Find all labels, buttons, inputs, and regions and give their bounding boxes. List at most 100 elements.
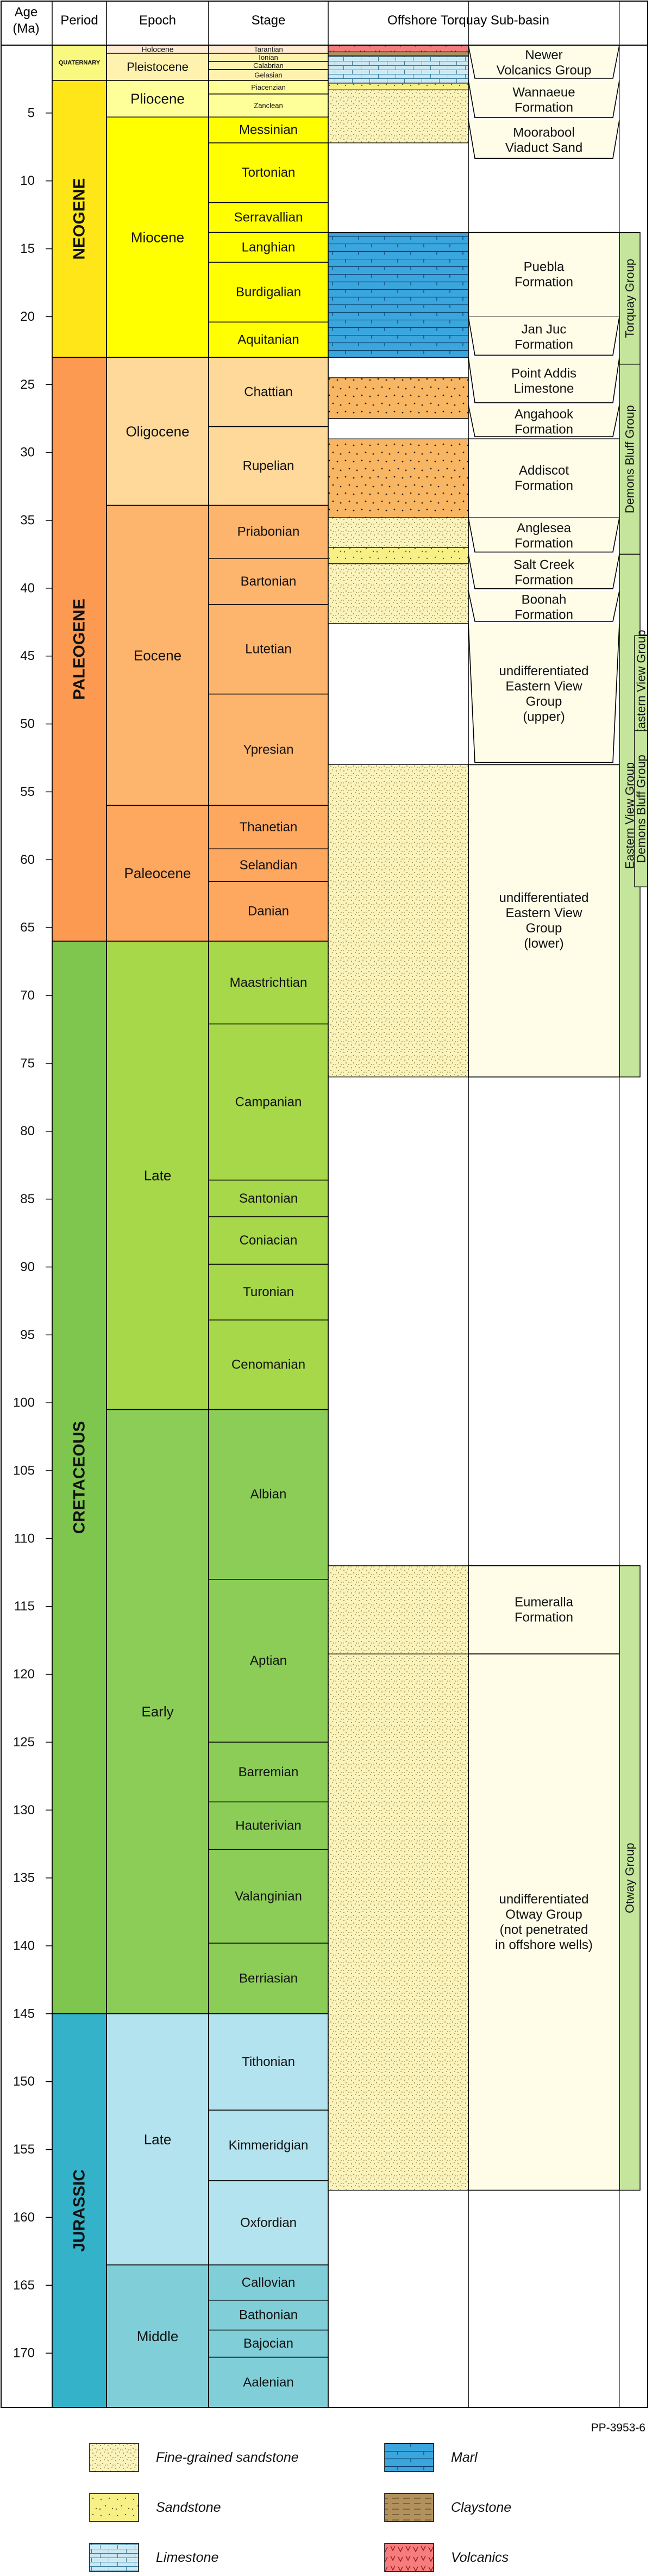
stage-cell (208, 1179, 329, 1217)
formation-label: Formation (515, 337, 573, 352)
group-bar (619, 1565, 641, 2191)
stage-label: Gelasian (254, 71, 282, 79)
stage-cell (208, 202, 329, 233)
period-label: CRETACEOUS (71, 1421, 89, 1534)
header: Age (Ma) Period Epoch Stage Offshore Tor… (12, 5, 549, 36)
legend-label: Fine-grained sandstone (156, 2450, 299, 2465)
formation-unit (468, 316, 620, 356)
stage-label: Piacenzian (251, 83, 286, 91)
formation-label: undifferentiated (499, 1892, 588, 1907)
stage-label: Zanclean (254, 102, 283, 110)
group-label: Torquay Group (623, 259, 637, 338)
formation-label: Formation (515, 275, 573, 290)
formation-unit (468, 120, 620, 159)
legend-label: Volcanics (451, 2550, 509, 2565)
formation-label: Volcanics Group (497, 63, 592, 78)
epoch-label: Eocene (134, 647, 181, 663)
epoch-label: Early (141, 1703, 173, 1720)
epoch-cell (106, 2013, 209, 2266)
stage-cell (208, 1579, 329, 1743)
stage-label: Bajocian (243, 2336, 293, 2351)
stage-label: Langhian (242, 240, 296, 255)
stage-label: Santonian (239, 1191, 298, 1206)
stage-label: Cenomanian (231, 1358, 305, 1372)
epoch-cell (106, 805, 209, 942)
epoch-label: Holocene (141, 45, 173, 53)
formation-label: Wannaeue (512, 85, 575, 100)
age-tick-label: 125 (13, 1735, 35, 1750)
age-tick-label: 100 (13, 1396, 35, 1410)
stage-label: Turonian (243, 1285, 294, 1299)
legend-label: Marl (451, 2450, 478, 2465)
legend-swatch (384, 2543, 434, 2572)
formation-unit (468, 357, 620, 403)
group-bar (619, 364, 641, 555)
lithology-unit (328, 517, 469, 548)
stage-cell (208, 1849, 329, 1944)
formation-label: Otway Group (505, 1907, 582, 1922)
stage-label: Campanian (235, 1095, 302, 1110)
age-tick-label: 130 (13, 1803, 35, 1818)
lithology-unit (328, 45, 469, 53)
age-tick-label: 105 (13, 1463, 35, 1478)
formation-label: Formation (515, 101, 573, 115)
formation-label: undifferentiated (499, 891, 588, 905)
formation-label: Puebla (524, 260, 565, 275)
stage-cell (208, 1264, 329, 1321)
stage-cell (208, 848, 329, 882)
stage-cell (208, 1801, 329, 1850)
stage-label: Tarantian (254, 45, 283, 53)
stage-cell (208, 262, 329, 323)
age-tick-label: 75 (20, 1056, 35, 1071)
age-tick-label: 115 (14, 1599, 35, 1614)
header-age-line2: (Ma) (12, 21, 39, 36)
stage-cell (208, 80, 329, 95)
age-tick-label: 170 (13, 2346, 35, 2361)
formation-label: (not penetrated (500, 1922, 588, 1937)
stage-cell (208, 2110, 329, 2181)
formation-label: Anglesea (517, 521, 572, 536)
age-tick-label: 135 (13, 1871, 35, 1886)
period-label: PALEOGENE (71, 599, 89, 700)
stage-label: Aalenian (243, 2375, 293, 2390)
age-tick-label: 5 (28, 105, 35, 120)
age-tick-label: 15 (20, 241, 35, 256)
header-period: Period (60, 13, 98, 28)
epoch-label: Paleocene (124, 865, 191, 881)
period-cell (52, 357, 107, 942)
stage-label: Lutetian (245, 642, 291, 657)
legend-label: Limestone (156, 2550, 218, 2565)
stage-label: Chattian (244, 385, 292, 400)
formation-label: Formation (515, 607, 573, 622)
formation-label: in offshore wells) (495, 1938, 593, 1952)
age-tick-label: 140 (13, 1938, 35, 1953)
stage-cell (208, 1409, 329, 1580)
age-tick-label: 80 (20, 1124, 35, 1138)
epoch-label: Oligocene (126, 423, 189, 439)
formation-unit (468, 590, 620, 622)
age-tick-label: 120 (13, 1667, 35, 1682)
age-tick-label: 30 (20, 445, 35, 460)
stage-label: Calabrian (253, 61, 284, 70)
legend: Fine-grained sandstone Marl Sandstone Clays… (89, 2443, 511, 2572)
lithology-unit (328, 51, 469, 57)
epoch-label: Pliocene (130, 91, 185, 107)
formation-unit (468, 80, 620, 119)
figure-id: PP-3953-6 (591, 2422, 645, 2434)
age-tick-label: 40 (20, 581, 35, 595)
stage-label: Danian (248, 904, 289, 919)
formation-label: Eastern View (506, 679, 583, 694)
formation-label: Formation (515, 422, 573, 437)
age-tick-label: 10 (20, 173, 35, 188)
formation-label: Moorabool (513, 125, 574, 140)
epoch-label: Middle (137, 2328, 179, 2344)
stage-label: Thanetian (240, 820, 298, 835)
group-bar (634, 730, 648, 887)
age-tick-label: 35 (20, 513, 35, 527)
formation-label: (lower) (524, 936, 563, 951)
formation-unit (468, 438, 620, 518)
stage-cell (208, 2356, 329, 2408)
formation-label: Formation (515, 1610, 573, 1625)
age-tick-label: 60 (20, 853, 35, 867)
stage-label: Hauterivian (235, 1818, 301, 1833)
